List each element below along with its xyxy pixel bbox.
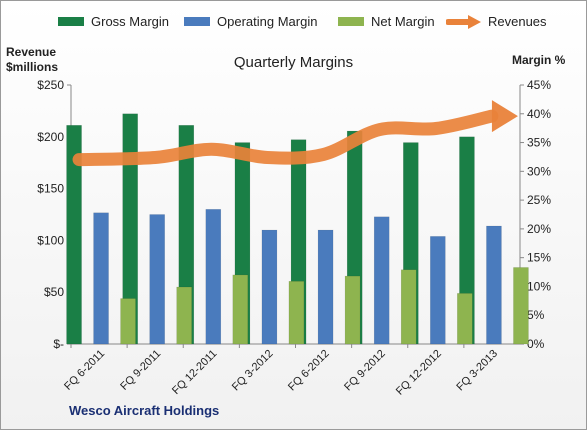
chart-title: Quarterly Margins xyxy=(233,54,354,71)
y-right-tick-label: 0% xyxy=(527,337,545,351)
y-right-tick-label: 35% xyxy=(527,136,551,150)
x-tick-label: FQ 3-2012 xyxy=(230,348,276,394)
y-left-tick-label: $250 xyxy=(37,78,64,92)
bar-operating-margin xyxy=(486,225,502,345)
x-tick-label: FQ 6-2012 xyxy=(286,348,332,394)
y-right-tick-label: 25% xyxy=(527,193,551,207)
y-left-tick-label: $200 xyxy=(37,130,64,144)
revenue-arrowhead xyxy=(491,100,518,133)
legend-item-gross-margin: Gross Margin xyxy=(58,14,169,29)
legend-swatch-gross-margin xyxy=(58,17,84,26)
legend-item-revenues: Revenues xyxy=(446,14,547,29)
x-tick-label: FQ 9-2012 xyxy=(342,348,388,394)
bar-net-margin xyxy=(176,286,192,345)
y-axis-right-label: Margin % xyxy=(512,53,566,67)
bar-operating-margin xyxy=(261,229,278,345)
bar-net-margin xyxy=(513,267,529,345)
legend-label-net-margin: Net Margin xyxy=(371,14,435,29)
y-right-tick-label: 10% xyxy=(527,279,551,293)
y-left-tick-label: $- xyxy=(53,337,64,351)
bar-net-margin xyxy=(120,298,136,345)
chart-legend: Gross Margin Operating Margin Net Margin… xyxy=(0,14,587,34)
y-right-tick-label: 30% xyxy=(527,164,551,178)
bar-operating-margin xyxy=(149,214,165,345)
bar-gross-margin xyxy=(66,125,82,345)
y-axis-left-label-line2: $millions xyxy=(6,60,59,74)
revenue-line xyxy=(72,109,499,167)
bar-operating-margin xyxy=(93,212,109,345)
chart-footer: Wesco Aircraft Holdings xyxy=(69,403,220,418)
x-tick-label: FQ 12-2012 xyxy=(394,348,444,398)
y-right-tick-label: 45% xyxy=(527,78,551,92)
bar-operating-margin xyxy=(430,236,446,345)
x-tick-label: FQ 6-2011 xyxy=(62,348,107,393)
bar-net-margin xyxy=(400,269,417,345)
bar-net-margin xyxy=(457,293,473,345)
legend-arrow-icon xyxy=(446,14,481,29)
legend-swatch-net-margin xyxy=(338,17,364,26)
bar-operating-margin xyxy=(317,229,334,345)
bar-net-margin xyxy=(232,274,249,345)
x-tick-label: FQ 12-2011 xyxy=(170,348,219,397)
bar-operating-margin xyxy=(373,216,390,345)
y-right-tick-label: 20% xyxy=(527,222,551,236)
y-right-tick-label: 5% xyxy=(527,308,545,322)
y-right-tick-label: 15% xyxy=(527,251,551,265)
y-left-tick-label: $50 xyxy=(44,285,64,299)
x-tick-label: FQ 3-2013 xyxy=(454,348,500,394)
legend-label-operating-margin: Operating Margin xyxy=(217,14,318,29)
legend-swatch-operating-margin xyxy=(184,17,210,26)
bar-net-margin xyxy=(288,281,305,345)
legend-label-revenues: Revenues xyxy=(488,14,547,29)
y-axis-left-label: Revenue $millions xyxy=(6,45,58,75)
y-axis-left-label-line1: Revenue xyxy=(6,45,57,59)
legend-item-net-margin: Net Margin xyxy=(338,14,435,29)
y-right-tick-label: 40% xyxy=(527,107,551,121)
bar-net-margin xyxy=(344,275,361,345)
x-tick-label: FQ 9-2011 xyxy=(118,348,163,393)
y-left-tick-label: $100 xyxy=(37,233,64,247)
bar-operating-margin xyxy=(205,209,222,345)
y-left-tick-label: $150 xyxy=(37,182,64,196)
legend-label-gross-margin: Gross Margin xyxy=(91,14,170,29)
legend-item-operating-margin: Operating Margin xyxy=(184,14,317,29)
